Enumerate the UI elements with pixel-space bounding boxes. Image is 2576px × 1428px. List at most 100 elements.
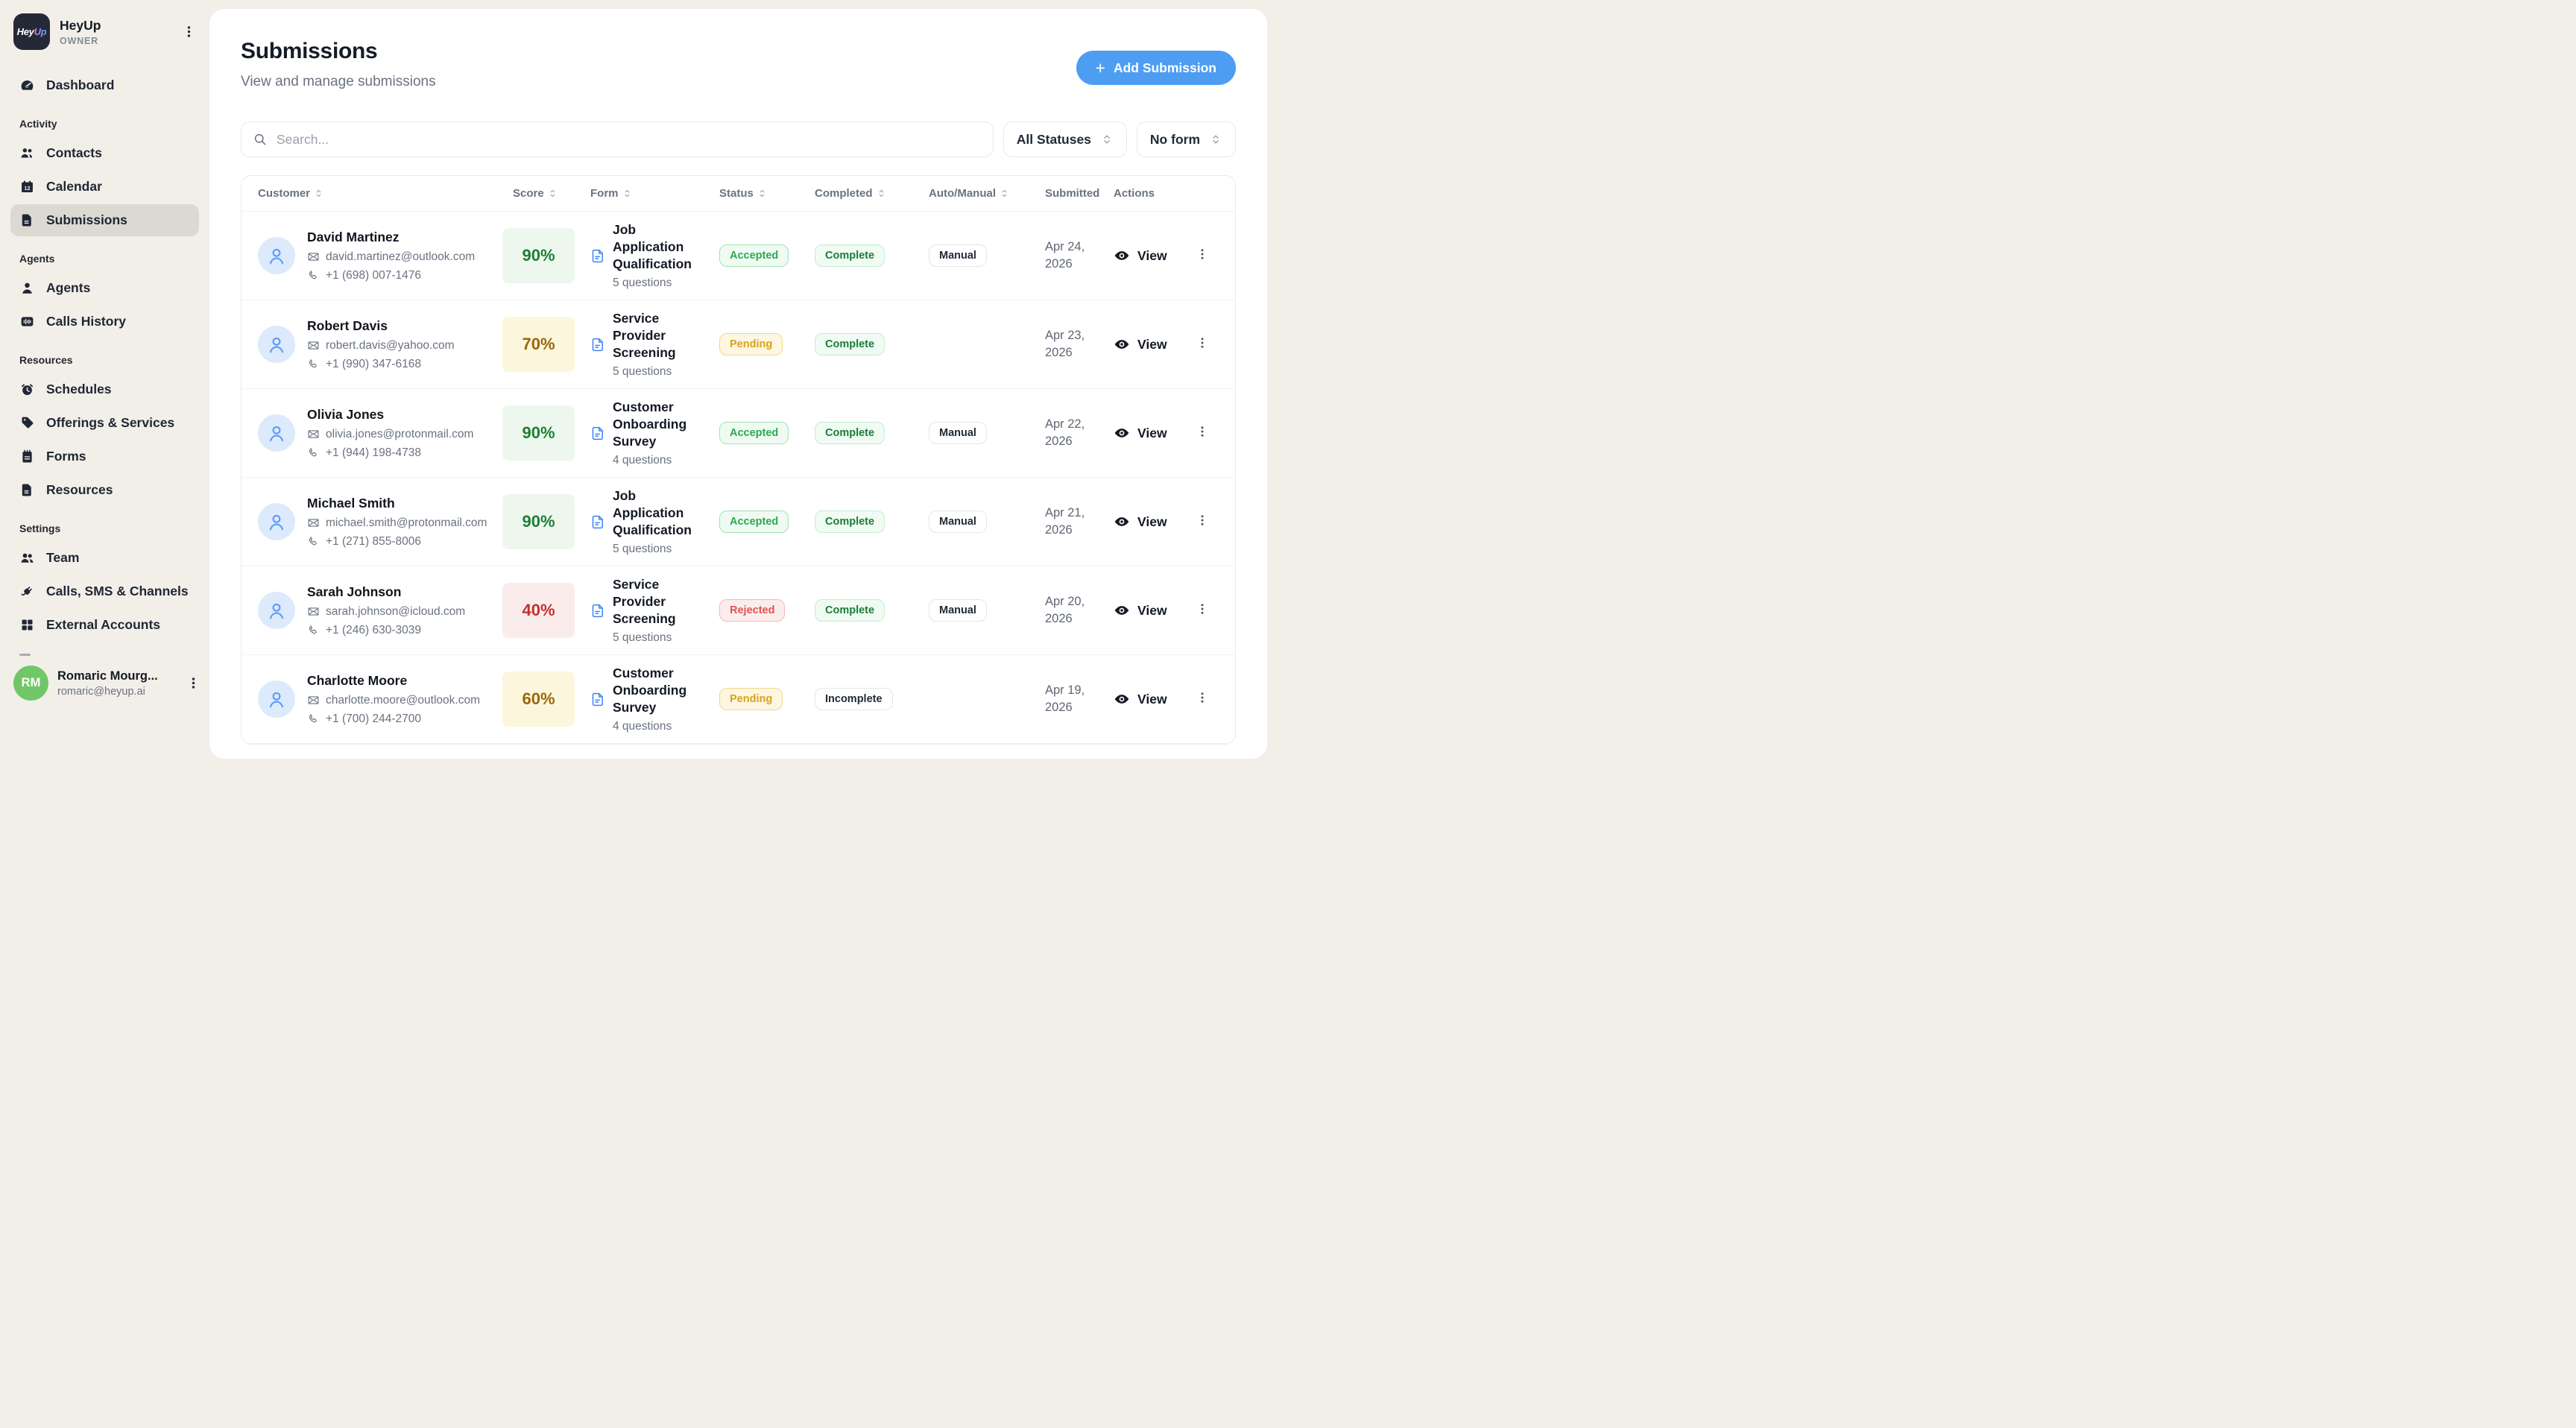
- workspace-logo-text: HeyUp: [16, 26, 47, 37]
- email-icon: [307, 516, 320, 529]
- sidebar-item-label: Dashboard: [46, 78, 115, 92]
- row-menu-icon[interactable]: [1196, 336, 1209, 353]
- sidebar-item-label: Schedules: [46, 382, 112, 397]
- form-name: Customer Onboarding Survey: [613, 399, 687, 449]
- plug-icon: [19, 584, 35, 599]
- search-box[interactable]: [241, 121, 994, 157]
- score-badge: 40%: [502, 583, 575, 638]
- sidebar-item-calendar[interactable]: 12 Calendar: [10, 171, 199, 203]
- table-body: David Martinez david.martinez@outlook.co…: [242, 212, 1235, 744]
- view-button[interactable]: View: [1137, 425, 1167, 440]
- sidebar-item-schedules[interactable]: Schedules: [10, 373, 199, 405]
- file-icon: [19, 482, 35, 498]
- column-header-completed[interactable]: Completed: [801, 176, 915, 211]
- workspace-menu-icon[interactable]: [182, 25, 196, 39]
- sidebar: HeyUp HeyUp OWNER Dashboard Activity Conta…: [0, 0, 209, 714]
- column-header-score[interactable]: Score: [499, 176, 577, 211]
- page-header: Submissions View and manage submissions …: [241, 39, 1236, 90]
- sidebar-item-label: Contacts: [46, 145, 102, 160]
- table-row: Charlotte Moore charlotte.moore@outlook.…: [242, 655, 1235, 744]
- form-questions: 4 questions: [613, 719, 672, 733]
- sidebar-item-label: Calendar: [46, 179, 102, 194]
- column-header-customer[interactable]: Customer: [242, 176, 499, 211]
- submitted-date: Apr 20, 2026: [1045, 594, 1085, 625]
- completed-badge: Complete: [815, 333, 886, 356]
- column-header-auto-manual[interactable]: Auto/Manual: [915, 176, 1032, 211]
- eye-icon[interactable]: [1114, 514, 1130, 530]
- row-menu-icon[interactable]: [1196, 425, 1209, 442]
- workspace-header: HeyUp HeyUp OWNER: [10, 10, 199, 50]
- column-header-form[interactable]: Form: [577, 176, 706, 211]
- user-email: romaric@heyup.ai: [57, 685, 145, 698]
- auto-manual-badge: Manual: [929, 599, 987, 622]
- sidebar-item-label: Forms: [46, 449, 86, 464]
- eye-icon[interactable]: [1114, 602, 1130, 619]
- sidebar-item-calls-history[interactable]: Calls History: [10, 306, 199, 338]
- customer-phone: +1 (700) 244-2700: [326, 712, 421, 725]
- status-badge: Rejected: [719, 599, 786, 622]
- sort-icon: [623, 188, 631, 199]
- eye-icon[interactable]: [1114, 247, 1130, 264]
- sidebar-item-external-accounts[interactable]: External Accounts: [10, 609, 199, 641]
- row-menu-icon[interactable]: [1196, 247, 1209, 265]
- customer-email: david.martinez@outlook.com: [326, 250, 476, 263]
- auto-manual-badge: Manual: [929, 422, 987, 444]
- sidebar-item-offerings-services[interactable]: Offerings & Services: [10, 407, 199, 439]
- column-header-status[interactable]: Status: [706, 176, 801, 211]
- sidebar-nav: Dashboard Activity Contacts 12 Calendar Submi…: [10, 69, 199, 641]
- eye-icon[interactable]: [1114, 336, 1130, 353]
- completed-badge: Complete: [815, 244, 886, 267]
- sidebar-item-label: Team: [46, 550, 80, 565]
- eye-icon[interactable]: [1114, 691, 1130, 707]
- email-icon: [307, 339, 320, 352]
- user-menu[interactable]: RM Romaric Mourg... romaric@heyup.ai: [10, 661, 203, 705]
- view-button[interactable]: View: [1137, 514, 1167, 529]
- row-menu-icon[interactable]: [1196, 691, 1209, 708]
- workspace-logo[interactable]: HeyUp: [13, 13, 50, 50]
- add-submission-button[interactable]: + Add Submission: [1076, 51, 1236, 85]
- search-input[interactable]: [275, 130, 982, 148]
- sidebar-item-agents[interactable]: Agents: [10, 272, 199, 304]
- form-name: Service Provider Screening: [613, 577, 676, 626]
- form-icon: [590, 514, 606, 530]
- chevron-up-down-icon: [1100, 133, 1114, 146]
- view-button[interactable]: View: [1137, 336, 1167, 352]
- customer-email: michael.smith@protonmail.com: [326, 516, 487, 529]
- plus-icon: +: [1095, 57, 1105, 78]
- completed-badge: Incomplete: [815, 688, 893, 710]
- sidebar-item-calls-sms-channels[interactable]: Calls, SMS & Channels: [10, 575, 199, 607]
- sidebar-item-resources[interactable]: Resources: [10, 474, 199, 506]
- sidebar-item-label: Offerings & Services: [46, 415, 175, 430]
- customer-name: Robert Davis: [307, 317, 388, 333]
- sort-icon: [315, 188, 323, 199]
- eye-icon[interactable]: [1114, 425, 1130, 441]
- column-header-actions: Actions: [1114, 187, 1155, 200]
- clock-icon: [19, 382, 35, 397]
- sidebar-item-contacts[interactable]: Contacts: [10, 137, 199, 169]
- view-button[interactable]: View: [1137, 602, 1167, 618]
- row-menu-icon[interactable]: [1196, 514, 1209, 531]
- sidebar-item-dashboard[interactable]: Dashboard: [10, 69, 199, 101]
- status-filter-dropdown[interactable]: All Statuses: [1003, 121, 1127, 157]
- row-menu-icon[interactable]: [1196, 602, 1209, 619]
- sidebar-item-team[interactable]: Team: [10, 542, 199, 574]
- phone-icon: [307, 358, 320, 370]
- column-header-submitted[interactable]: Submitted: [1032, 176, 1100, 211]
- form-name: Job Application Qualification: [613, 488, 692, 537]
- form-filter-dropdown[interactable]: No form: [1136, 121, 1236, 157]
- view-button[interactable]: View: [1137, 247, 1167, 263]
- customer-avatar-icon: [258, 503, 295, 540]
- user-menu-icon[interactable]: [186, 676, 201, 690]
- submissions-table: Customer Score Form Status Completed Auto/Man…: [241, 175, 1236, 745]
- customer-phone: +1 (990) 347-6168: [326, 357, 421, 370]
- sidebar-item-forms[interactable]: Forms: [10, 440, 199, 473]
- view-button[interactable]: View: [1137, 691, 1167, 707]
- file-icon: [19, 212, 35, 228]
- sidebar-item-label: Calls History: [46, 314, 126, 329]
- completed-badge: Complete: [815, 422, 886, 444]
- content-card: Submissions View and manage submissions …: [209, 9, 1267, 759]
- table-row: Michael Smith michael.smith@protonmail.c…: [242, 478, 1235, 566]
- submitted-date: Apr 21, 2026: [1045, 505, 1085, 537]
- page-title: Submissions: [241, 39, 378, 63]
- sidebar-item-submissions[interactable]: Submissions: [10, 204, 199, 236]
